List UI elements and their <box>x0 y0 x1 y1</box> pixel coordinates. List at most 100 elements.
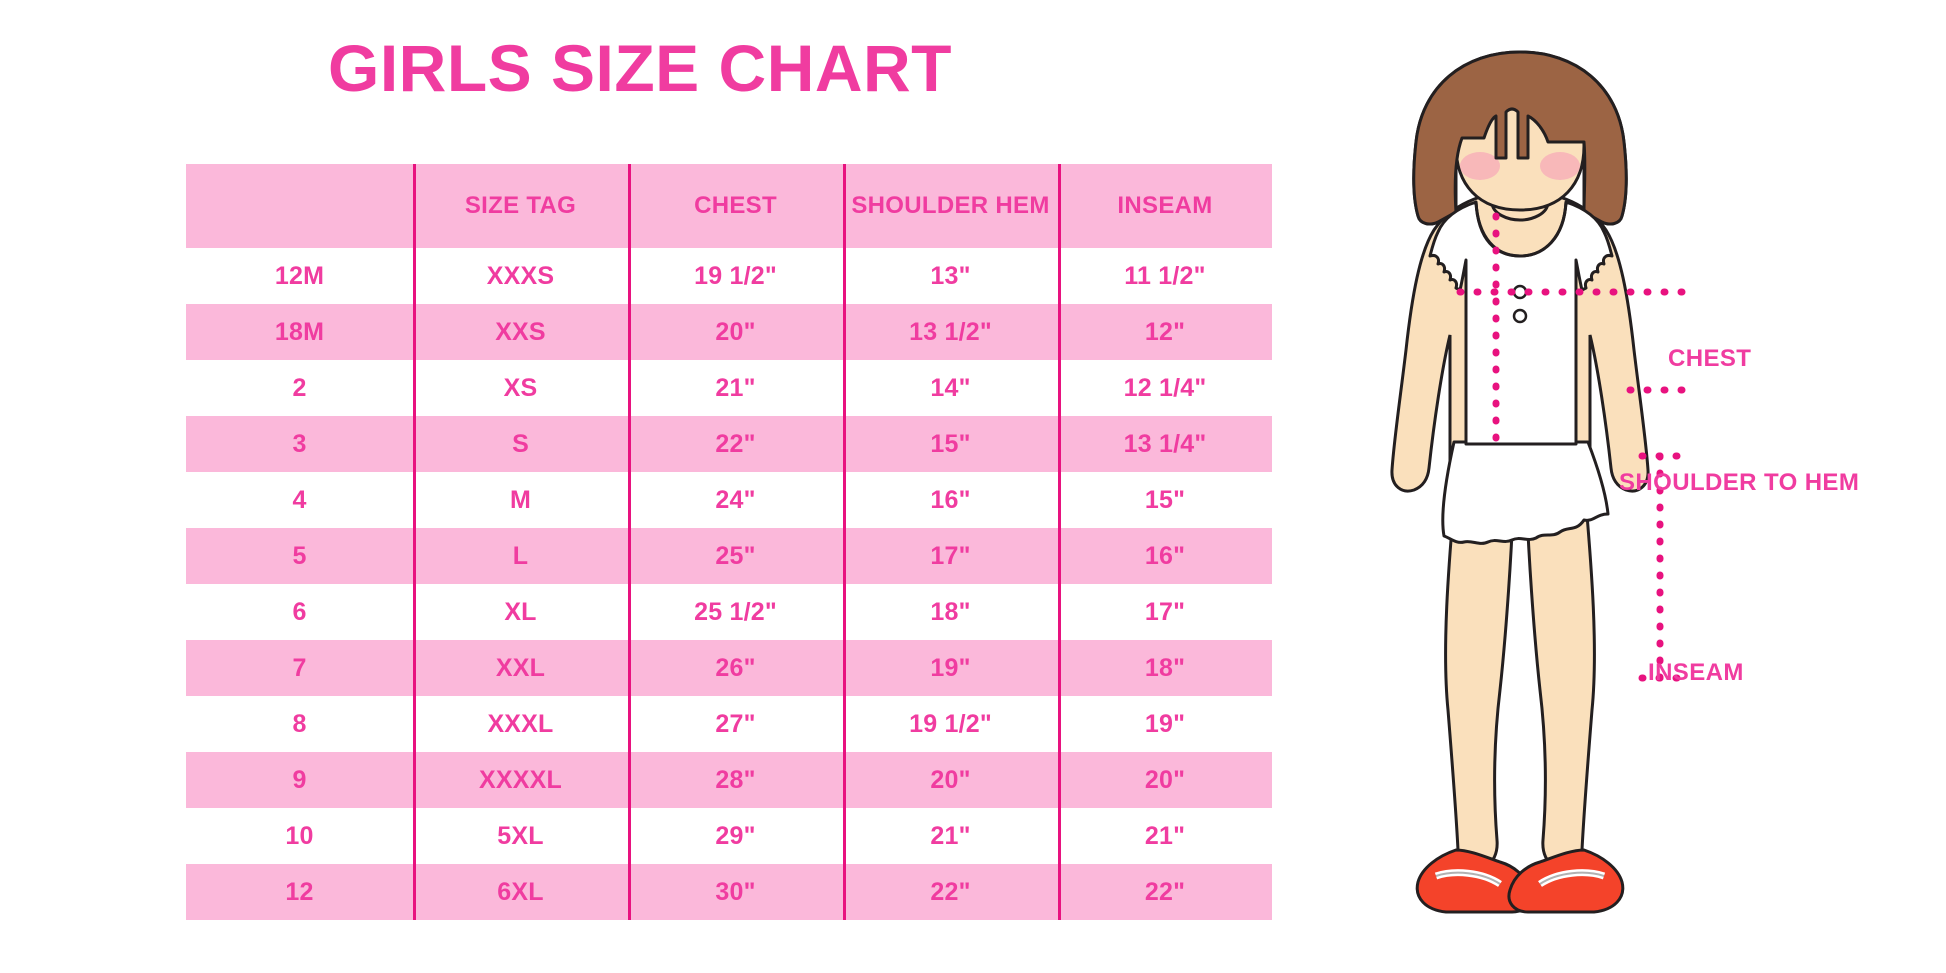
cell-chest: 27" <box>628 696 843 752</box>
cell-size: 2 <box>186 360 413 416</box>
column-header-inseam: INSEAM <box>1058 164 1272 248</box>
page-title: GIRLS SIZE CHART <box>327 31 952 105</box>
cell-size: 8 <box>186 696 413 752</box>
neckline <box>1474 201 1568 258</box>
cell-size-tag: 5XL <box>413 808 628 864</box>
right-shoe-strap-outline <box>1539 871 1605 885</box>
cell-chest: 22" <box>628 416 843 472</box>
cell-size-tag: XL <box>413 584 628 640</box>
cell-shoulder-hem: 22" <box>843 864 1058 920</box>
cell-chest: 28" <box>628 752 843 808</box>
inseam-label: INSEAM <box>1648 659 1744 686</box>
hair-fringe <box>1412 50 1628 226</box>
table-row: 7 XXL 26" 19" 18" <box>186 640 1272 696</box>
cell-shoulder-hem: 15" <box>843 416 1058 472</box>
right-shoe-strap <box>1538 869 1606 888</box>
cell-shoulder-hem: 18" <box>843 584 1058 640</box>
cell-size: 10 <box>186 808 413 864</box>
size-chart-table-wrapper: SIZE TAG CHEST SHOULDER HEM INSEAM 12M X… <box>186 164 1272 920</box>
cell-shoulder-hem: 17" <box>843 528 1058 584</box>
cell-chest: 19 1/2" <box>628 248 843 304</box>
cell-size-tag: XXXS <box>413 248 628 304</box>
cell-inseam: 19" <box>1058 696 1272 752</box>
cell-size-tag: XXXL <box>413 696 628 752</box>
cell-size: 12 <box>186 864 413 920</box>
cell-size: 18M <box>186 304 413 360</box>
cell-chest: 29" <box>628 808 843 864</box>
cell-chest: 26" <box>628 640 843 696</box>
cell-inseam: 15" <box>1058 472 1272 528</box>
left-shoe-strap <box>1434 869 1502 888</box>
cell-shoulder-hem: 13 1/2" <box>843 304 1058 360</box>
table-divider-1 <box>413 164 416 920</box>
cell-size-tag: XXS <box>413 304 628 360</box>
cell-chest: 21" <box>628 360 843 416</box>
cell-shoulder-hem: 16" <box>843 472 1058 528</box>
table-row: 8 XXXL 27" 19 1/2" 19" <box>186 696 1272 752</box>
cell-inseam: 12 1/4" <box>1058 360 1272 416</box>
cell-inseam: 17" <box>1058 584 1272 640</box>
table-row: 2 XS 21" 14" 12 1/4" <box>186 360 1272 416</box>
cell-inseam: 16" <box>1058 528 1272 584</box>
button-upper <box>1512 284 1528 300</box>
girl-figure-illustration <box>1390 50 1686 914</box>
cell-shoulder-hem: 19 1/2" <box>843 696 1058 752</box>
right-shoe <box>1507 848 1625 914</box>
size-chart-table: SIZE TAG CHEST SHOULDER HEM INSEAM 12M X… <box>186 164 1272 920</box>
cell-shoulder-hem: 20" <box>843 752 1058 808</box>
cell-inseam: 13 1/4" <box>1058 416 1272 472</box>
cell-size: 6 <box>186 584 413 640</box>
cell-size-tag: S <box>413 416 628 472</box>
column-header-shoulder-hem: SHOULDER HEM <box>843 164 1058 248</box>
table-divider-2 <box>628 164 631 920</box>
table-body: 12M XXXS 19 1/2" 13" 11 1/2" 18M XXS 20"… <box>186 248 1272 920</box>
column-header-size <box>186 164 413 248</box>
button-lower <box>1512 308 1528 324</box>
column-header-chest: CHEST <box>628 164 843 248</box>
header-row: SIZE TAG CHEST SHOULDER HEM INSEAM <box>186 164 1272 248</box>
cell-shoulder-hem: 21" <box>843 808 1058 864</box>
table-row: 12 6XL 30" 22" 22" <box>186 864 1272 920</box>
table-row: 12M XXXS 19 1/2" 13" 11 1/2" <box>186 248 1272 304</box>
column-header-size-tag: SIZE TAG <box>413 164 628 248</box>
cell-size-tag: XXXXL <box>413 752 628 808</box>
cell-inseam: 21" <box>1058 808 1272 864</box>
table-row: 9 XXXXL 28" 20" 20" <box>186 752 1272 808</box>
cell-size: 4 <box>186 472 413 528</box>
cell-shoulder-hem: 13" <box>843 248 1058 304</box>
cell-chest: 24" <box>628 472 843 528</box>
cell-chest: 25" <box>628 528 843 584</box>
cell-size-tag: M <box>413 472 628 528</box>
table-row: 5 L 25" 17" 16" <box>186 528 1272 584</box>
table-divider-4 <box>1058 164 1061 920</box>
table-divider-3 <box>843 164 846 920</box>
cell-inseam: 11 1/2" <box>1058 248 1272 304</box>
shoulder-to-hem-label: SHOULDER TO HEM <box>1619 469 1860 496</box>
cell-shoulder-hem: 14" <box>843 360 1058 416</box>
cell-inseam: 22" <box>1058 864 1272 920</box>
cell-size: 9 <box>186 752 413 808</box>
cell-shoulder-hem: 19" <box>843 640 1058 696</box>
cell-size: 7 <box>186 640 413 696</box>
table-row: 18M XXS 20" 13 1/2" 12" <box>186 304 1272 360</box>
cell-chest: 25 1/2" <box>628 584 843 640</box>
cell-size: 3 <box>186 416 413 472</box>
cell-size-tag: L <box>413 528 628 584</box>
cell-inseam: 12" <box>1058 304 1272 360</box>
left-shoe-strap-outline <box>1435 871 1501 885</box>
cell-size: 5 <box>186 528 413 584</box>
cell-inseam: 18" <box>1058 640 1272 696</box>
table-row: 10 5XL 29" 21" 21" <box>186 808 1272 864</box>
cell-chest: 20" <box>628 304 843 360</box>
chest-label: CHEST <box>1668 345 1752 372</box>
table-header: SIZE TAG CHEST SHOULDER HEM INSEAM <box>186 164 1272 248</box>
cell-size-tag: XS <box>413 360 628 416</box>
right-cheek-blush <box>1540 152 1580 180</box>
cell-chest: 30" <box>628 864 843 920</box>
table-row: 4 M 24" 16" 15" <box>186 472 1272 528</box>
left-cheek-blush <box>1460 152 1500 180</box>
table-row: 6 XL 25 1/2" 18" 17" <box>186 584 1272 640</box>
cell-inseam: 20" <box>1058 752 1272 808</box>
cell-size: 12M <box>186 248 413 304</box>
table-row: 3 S 22" 15" 13 1/4" <box>186 416 1272 472</box>
